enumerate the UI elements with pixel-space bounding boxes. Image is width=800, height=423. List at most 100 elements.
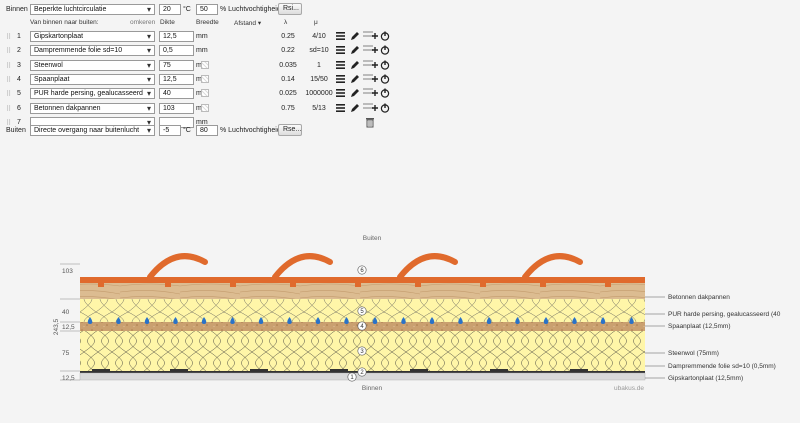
rsi-button[interactable]: Rsi... — [278, 3, 302, 15]
texture-icon[interactable] — [201, 61, 209, 69]
drag-handle-icon[interactable]: ⠿ — [6, 77, 11, 84]
edit-pencil-icon[interactable] — [351, 32, 359, 40]
power-toggle-icon[interactable] — [380, 45, 390, 55]
outside-condition-select[interactable]: Directe overgang naar buitenlucht — [30, 125, 155, 136]
power-toggle-icon[interactable] — [380, 74, 390, 84]
edit-pencil-icon[interactable] — [351, 104, 359, 112]
layer-thickness-input[interactable]: 12,5 — [159, 74, 194, 85]
menu-icon[interactable] — [336, 75, 345, 83]
water-drop-icon — [572, 317, 577, 324]
condensation-drops — [87, 317, 634, 324]
layer-thickness-input[interactable]: 40 — [159, 88, 194, 99]
water-drop-icon — [201, 317, 207, 324]
layer-material-select[interactable]: Steenwol — [30, 60, 155, 71]
layer-marker-label: 2 — [360, 370, 364, 376]
layer-number: 4 — [17, 76, 21, 83]
layer-material-select[interactable]: Spaanplaat — [30, 74, 155, 85]
layer-unit: mm — [196, 47, 208, 54]
diagram-bottom-label: Binnen — [362, 385, 383, 392]
menu-icon[interactable] — [336, 32, 345, 40]
layer-thickness-input[interactable]: 12,5 — [159, 31, 194, 42]
layer-marker — [357, 367, 367, 377]
drag-handle-icon[interactable]: ⠿ — [6, 106, 11, 113]
layer-marker-label: 6 — [360, 268, 364, 274]
edit-pencil-icon[interactable] — [351, 89, 359, 97]
inside-temperature-input[interactable]: 20 — [159, 4, 181, 15]
roof-tiles — [147, 253, 583, 280]
inside-temp-unit: °C — [183, 6, 191, 13]
layer-lambda: 0.25 — [281, 33, 295, 40]
drag-handle-icon[interactable]: ⠿ — [6, 63, 11, 70]
spacing-header[interactable]: Afstand ▾ — [234, 19, 261, 27]
reverse-link[interactable]: omkeren — [130, 19, 156, 26]
add-layer-icon[interactable] — [363, 31, 378, 39]
power-toggle-icon[interactable] — [380, 88, 390, 98]
texture-icon[interactable] — [201, 75, 209, 83]
dim-12-5-bottom: 12,5 — [62, 375, 75, 382]
power-toggle-icon[interactable] — [380, 60, 390, 70]
layer-marker — [357, 346, 367, 356]
layer-actions — [336, 103, 390, 113]
add-layer-icon[interactable] — [363, 74, 378, 82]
water-drop-icon — [116, 317, 121, 324]
direction-label: Van binnen naar buiten: — [30, 19, 99, 26]
width-header: Breedte — [196, 19, 219, 26]
menu-icon[interactable] — [336, 61, 345, 69]
tile-hooks — [98, 283, 611, 287]
chevron-down-icon: ▾ — [257, 20, 262, 27]
drag-handle-icon[interactable]: ⠿ — [6, 120, 11, 127]
drag-handle-icon[interactable]: ⠿ — [6, 91, 11, 98]
layer-marker — [347, 372, 357, 382]
inside-condition-select[interactable]: Beperkte luchtcirculatie — [30, 4, 155, 15]
layer-lambda: 0.025 — [279, 90, 297, 97]
vapour-barrier-clips — [92, 369, 588, 371]
outside-label: Buiten — [6, 127, 26, 134]
outside-humidity-input[interactable]: 80 — [196, 125, 218, 136]
edit-pencil-icon[interactable] — [351, 46, 359, 54]
layer-material-select[interactable]: Betonnen dakpannen — [30, 103, 155, 114]
water-drop-icon — [429, 317, 435, 324]
layer-unit: mm — [196, 119, 208, 126]
drag-handle-icon[interactable]: ⠿ — [6, 34, 11, 41]
texture-icon[interactable] — [201, 89, 209, 97]
menu-icon[interactable] — [336, 89, 345, 97]
inside-humidity-input[interactable]: 50 — [196, 4, 218, 15]
dim-12-5-top: 12,5 — [62, 324, 75, 331]
water-drop-icon — [144, 317, 150, 324]
menu-icon[interactable] — [336, 104, 345, 112]
callout-vapour-barrier: Dampremmende folie sd=10 (0,5mm) — [668, 363, 776, 370]
layer-thickness-input[interactable]: 103 — [159, 103, 194, 114]
dim-40: 40 — [62, 309, 70, 316]
drag-handle-icon[interactable]: ⠿ — [6, 48, 11, 55]
add-layer-icon[interactable] — [363, 103, 378, 111]
layer-marker-label: 5 — [360, 309, 364, 315]
edit-pencil-icon[interactable] — [351, 61, 359, 69]
callout-particleboard: Spaanplaat (12,5mm) — [668, 323, 731, 330]
water-drop-icon — [287, 317, 292, 324]
layer-actions — [336, 88, 390, 98]
add-layer-icon[interactable] — [363, 88, 378, 96]
power-toggle-icon[interactable] — [380, 31, 390, 41]
add-layer-icon[interactable] — [363, 45, 378, 53]
layer-material-select[interactable]: PUR harde persing, gealucasseerd — [30, 88, 155, 99]
edit-pencil-icon[interactable] — [351, 75, 359, 83]
callout-labels: Betonnen dakpannen PUR harde persing, ge… — [668, 294, 781, 382]
layer-marker-label: 3 — [360, 349, 364, 355]
power-toggle-icon[interactable] — [380, 103, 390, 113]
callout-gypsum: Gipskartonplaat (12,5mm) — [668, 375, 743, 382]
outside-temperature-input[interactable]: -5 — [159, 125, 181, 136]
trash-icon[interactable] — [365, 116, 375, 128]
layer-mu: sd=10 — [309, 47, 329, 54]
layer-material-select[interactable]: Dampremmende folie sd=10 — [30, 45, 155, 56]
layer-material-select[interactable]: Gipskartonplaat — [30, 31, 155, 42]
texture-icon[interactable] — [201, 104, 209, 112]
water-drop-icon — [401, 317, 406, 324]
layer-thickness-input[interactable]: 0,5 — [159, 45, 194, 56]
construction-diagram: Buiten Binnen ubakus.de 103 40 12,5 75 1… — [53, 235, 781, 392]
dim-75: 75 — [62, 350, 70, 357]
menu-icon[interactable] — [336, 46, 345, 54]
layer-unit: mm — [196, 33, 208, 40]
layer-thickness-input[interactable]: 75 — [159, 60, 194, 71]
rse-button[interactable]: Rse... — [278, 124, 302, 136]
add-layer-icon[interactable] — [363, 60, 378, 68]
